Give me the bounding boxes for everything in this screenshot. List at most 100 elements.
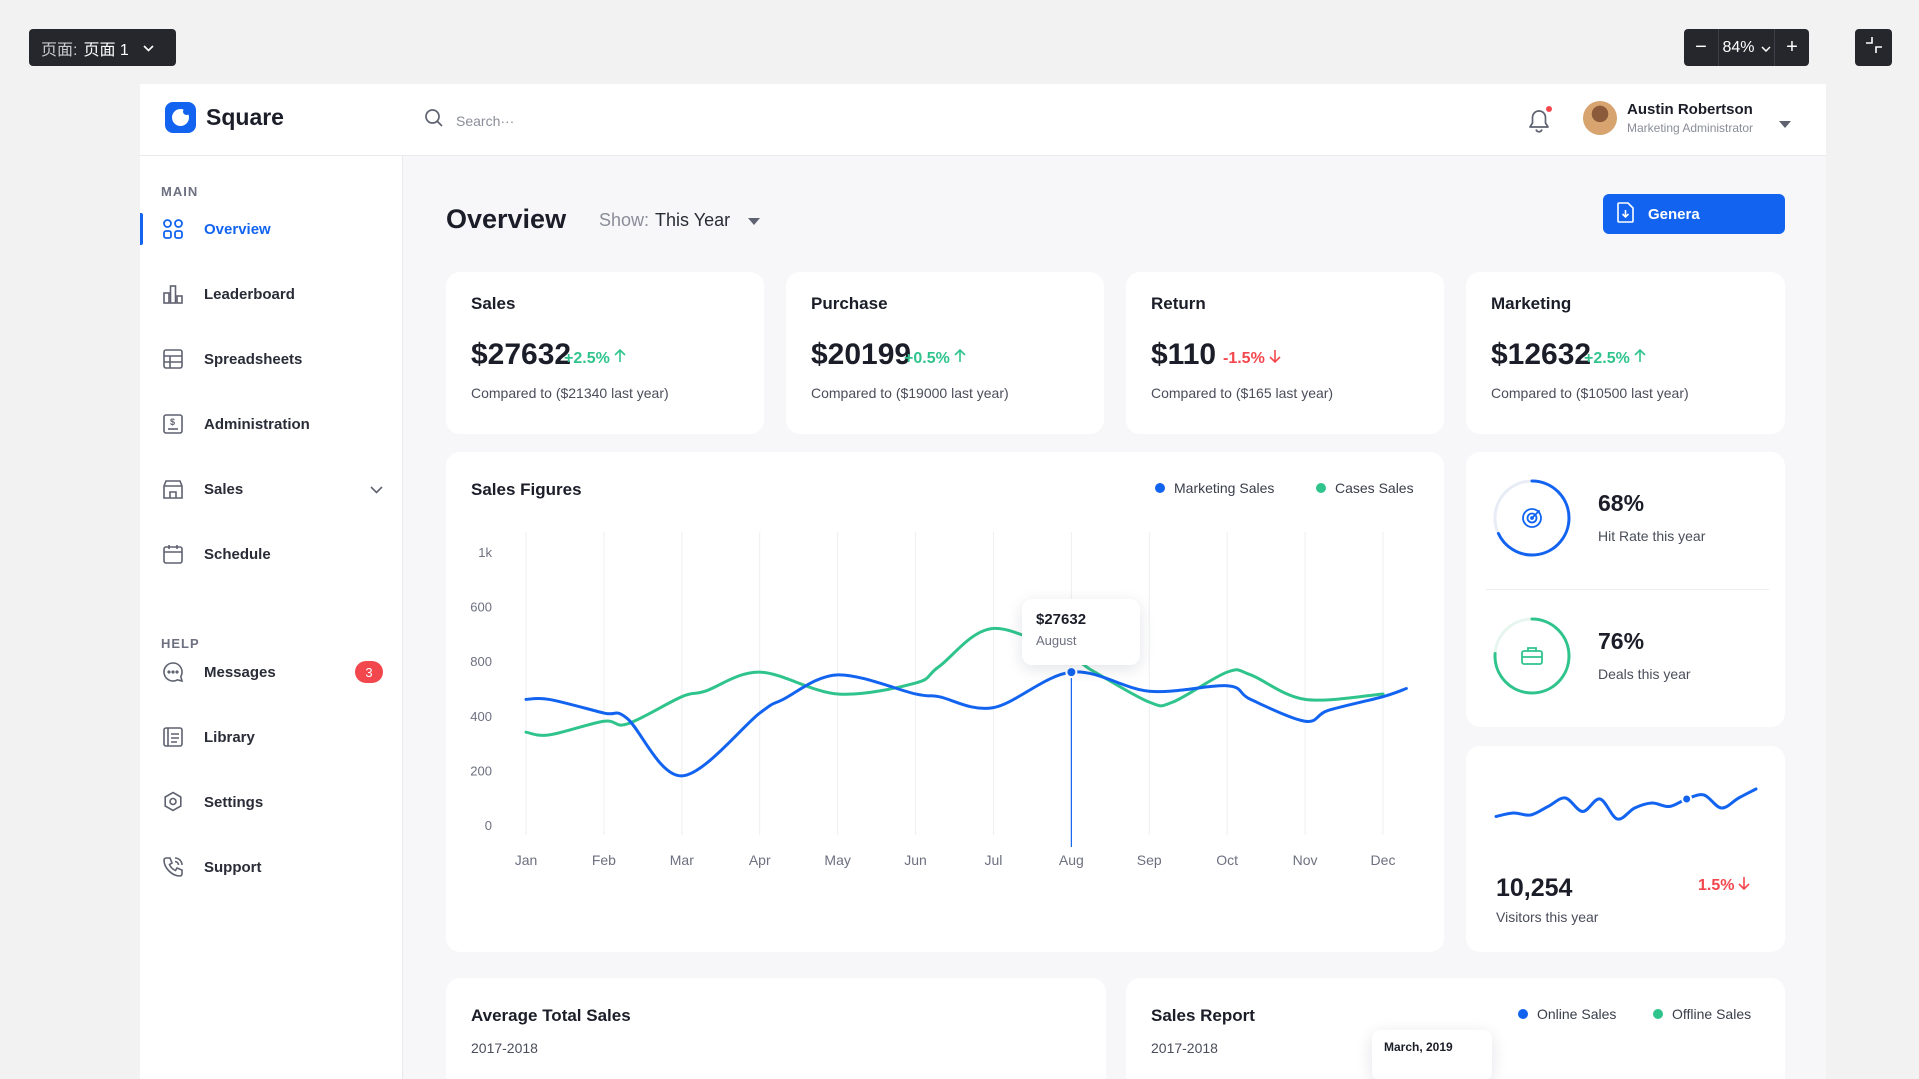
target-icon [1522, 508, 1542, 528]
zoom-in-button[interactable]: + [1786, 36, 1798, 58]
stat-change-value: +2.5% [1584, 349, 1630, 367]
dollar-document-icon: $ [162, 413, 184, 435]
avatar [1583, 101, 1617, 135]
table-icon [162, 348, 184, 370]
ring-progress [1493, 479, 1571, 557]
y-tick-label: 1k [478, 545, 492, 560]
caret-down-icon [748, 210, 761, 231]
x-tick-label: Nov [1293, 852, 1318, 868]
generate-report-label: Genera [1648, 205, 1700, 223]
notification-bell-icon[interactable] [1527, 108, 1553, 134]
sidebar-item-label: Settings [204, 793, 264, 811]
svg-text:$: $ [170, 417, 175, 427]
card-title: Sales Figures [471, 480, 582, 499]
sidebar-item-support[interactable]: Support [140, 847, 403, 887]
zoom-out-button[interactable]: − [1695, 36, 1707, 58]
ring-label: Hit Rate this year [1598, 528, 1706, 544]
sparkline-path [1494, 787, 1758, 821]
grid-icon [162, 218, 184, 240]
card-period: 2017-2018 [471, 1040, 538, 1056]
y-tick-label: 400 [470, 709, 492, 724]
zoom-level-select[interactable]: 84% [1718, 29, 1775, 66]
sidebar-item-overview[interactable]: Overview [140, 209, 403, 249]
briefcase-icon [1521, 647, 1543, 665]
series-line-cases-sales[interactable] [524, 626, 1385, 737]
x-tick-label: May [824, 852, 850, 868]
caret-down-icon[interactable] [1779, 116, 1791, 134]
sidebar-item-label: Leaderboard [204, 285, 295, 303]
sidebar-item-schedule[interactable]: Schedule [140, 534, 403, 574]
main-content: Overview Show: This Year Genera Sales $2… [404, 156, 1826, 1079]
user-menu[interactable]: Austin Robertson Marketing Administrator [1583, 101, 1753, 135]
sidebar-item-label: Messages [204, 663, 276, 681]
sidebar-item-leaderboard[interactable]: Leaderboard [140, 274, 403, 314]
sidebar-item-settings[interactable]: Settings [140, 782, 403, 822]
ring-value: 68% [1598, 490, 1645, 516]
legend-label: Cases Sales [1335, 480, 1414, 496]
legend-label: Online Sales [1537, 1006, 1617, 1022]
legend-dot [1316, 483, 1326, 493]
stat-change: +0.5% [904, 348, 966, 368]
stat-title: Return [1151, 294, 1206, 313]
stat-title: Purchase [811, 294, 888, 313]
visitors-value: 10,254 [1496, 874, 1573, 902]
divider [1486, 589, 1769, 590]
unread-badge: 3 [355, 661, 383, 683]
legend-item[interactable]: Online Sales [1518, 1006, 1616, 1022]
kpi-rings-card: 68% Hit Rate this year 76% Deals this ye… [1466, 452, 1785, 727]
sidebar-item-label: Schedule [204, 545, 271, 563]
sidebar-item-administration[interactable]: $ Administration [140, 404, 403, 444]
brand-logo[interactable]: Square [165, 102, 284, 133]
sidebar-item-label: Overview [204, 220, 271, 238]
sidebar-item-spreadsheets[interactable]: Spreadsheets [140, 339, 403, 379]
ring-progress [1493, 617, 1571, 695]
stat-title: Sales [471, 294, 516, 313]
highlight-point[interactable] [1065, 666, 1078, 679]
generate-report-button[interactable]: Genera [1603, 194, 1785, 234]
sidebar-item-sales[interactable]: Sales [140, 469, 403, 509]
sidebar-item-messages[interactable]: Messages 3 [140, 652, 403, 692]
search-input[interactable] [454, 111, 654, 130]
search-icon[interactable] [424, 108, 444, 133]
hit-rate-ring [1493, 479, 1571, 557]
page-title: Overview [446, 204, 567, 234]
stat-change: +2.5% [564, 348, 626, 368]
card-title: Sales Report [1151, 1006, 1255, 1025]
sidebar-item-label: Library [204, 728, 255, 746]
period-filter-label: Show: [599, 210, 650, 230]
stat-compare: Compared to ($10500 last year) [1491, 385, 1689, 401]
sidebar-item-library[interactable]: Library [140, 717, 403, 757]
store-icon [162, 478, 184, 500]
sidebar: MAIN Overview Leaderboard Spreadsheets $… [140, 156, 403, 1079]
sales-report-card: Sales Report 2017-2018 Online Sales Offl… [1126, 978, 1785, 1079]
x-tick-label: Jun [904, 852, 927, 868]
sparkline-point [1681, 793, 1693, 805]
collapse-button[interactable] [1855, 29, 1892, 66]
legend-dot [1155, 483, 1165, 493]
sidebar-item-label: Sales [204, 480, 244, 498]
sales-figures-card: Sales Figures Marketing Sales Cases Sale… [446, 452, 1444, 952]
legend-item[interactable]: Cases Sales [1316, 480, 1414, 496]
page-selector[interactable]: 页面: 页面 1 [29, 29, 176, 66]
series-line-marketing-sales[interactable] [524, 670, 1408, 778]
stat-compare: Compared to ($21340 last year) [471, 385, 669, 401]
logo-icon [165, 102, 196, 133]
chevron-down-icon[interactable] [370, 481, 383, 498]
top-bar: Square Austin Robertson Marketing Admini… [140, 84, 1826, 156]
x-tick-label: Jul [985, 852, 1003, 868]
arrow-up-icon [1634, 348, 1646, 368]
visitors-change: 1.5% [1698, 876, 1751, 895]
document-icon [1617, 201, 1634, 227]
legend-label: Offline Sales [1672, 1006, 1752, 1022]
period-filter[interactable]: Show: This Year [599, 210, 761, 231]
page-selector-prefix: 页面: [41, 41, 78, 59]
stat-compare: Compared to ($19000 last year) [811, 385, 1009, 401]
user-role: Marketing Administrator [1627, 121, 1754, 135]
x-tick-label: Mar [670, 852, 694, 868]
legend-item[interactable]: Offline Sales [1653, 1006, 1751, 1022]
sidebar-item-label: Support [204, 858, 262, 876]
chat-icon [162, 661, 184, 683]
stat-value: $27632 [471, 338, 572, 371]
legend-item[interactable]: Marketing Sales [1155, 480, 1274, 496]
search-bar [424, 108, 654, 133]
